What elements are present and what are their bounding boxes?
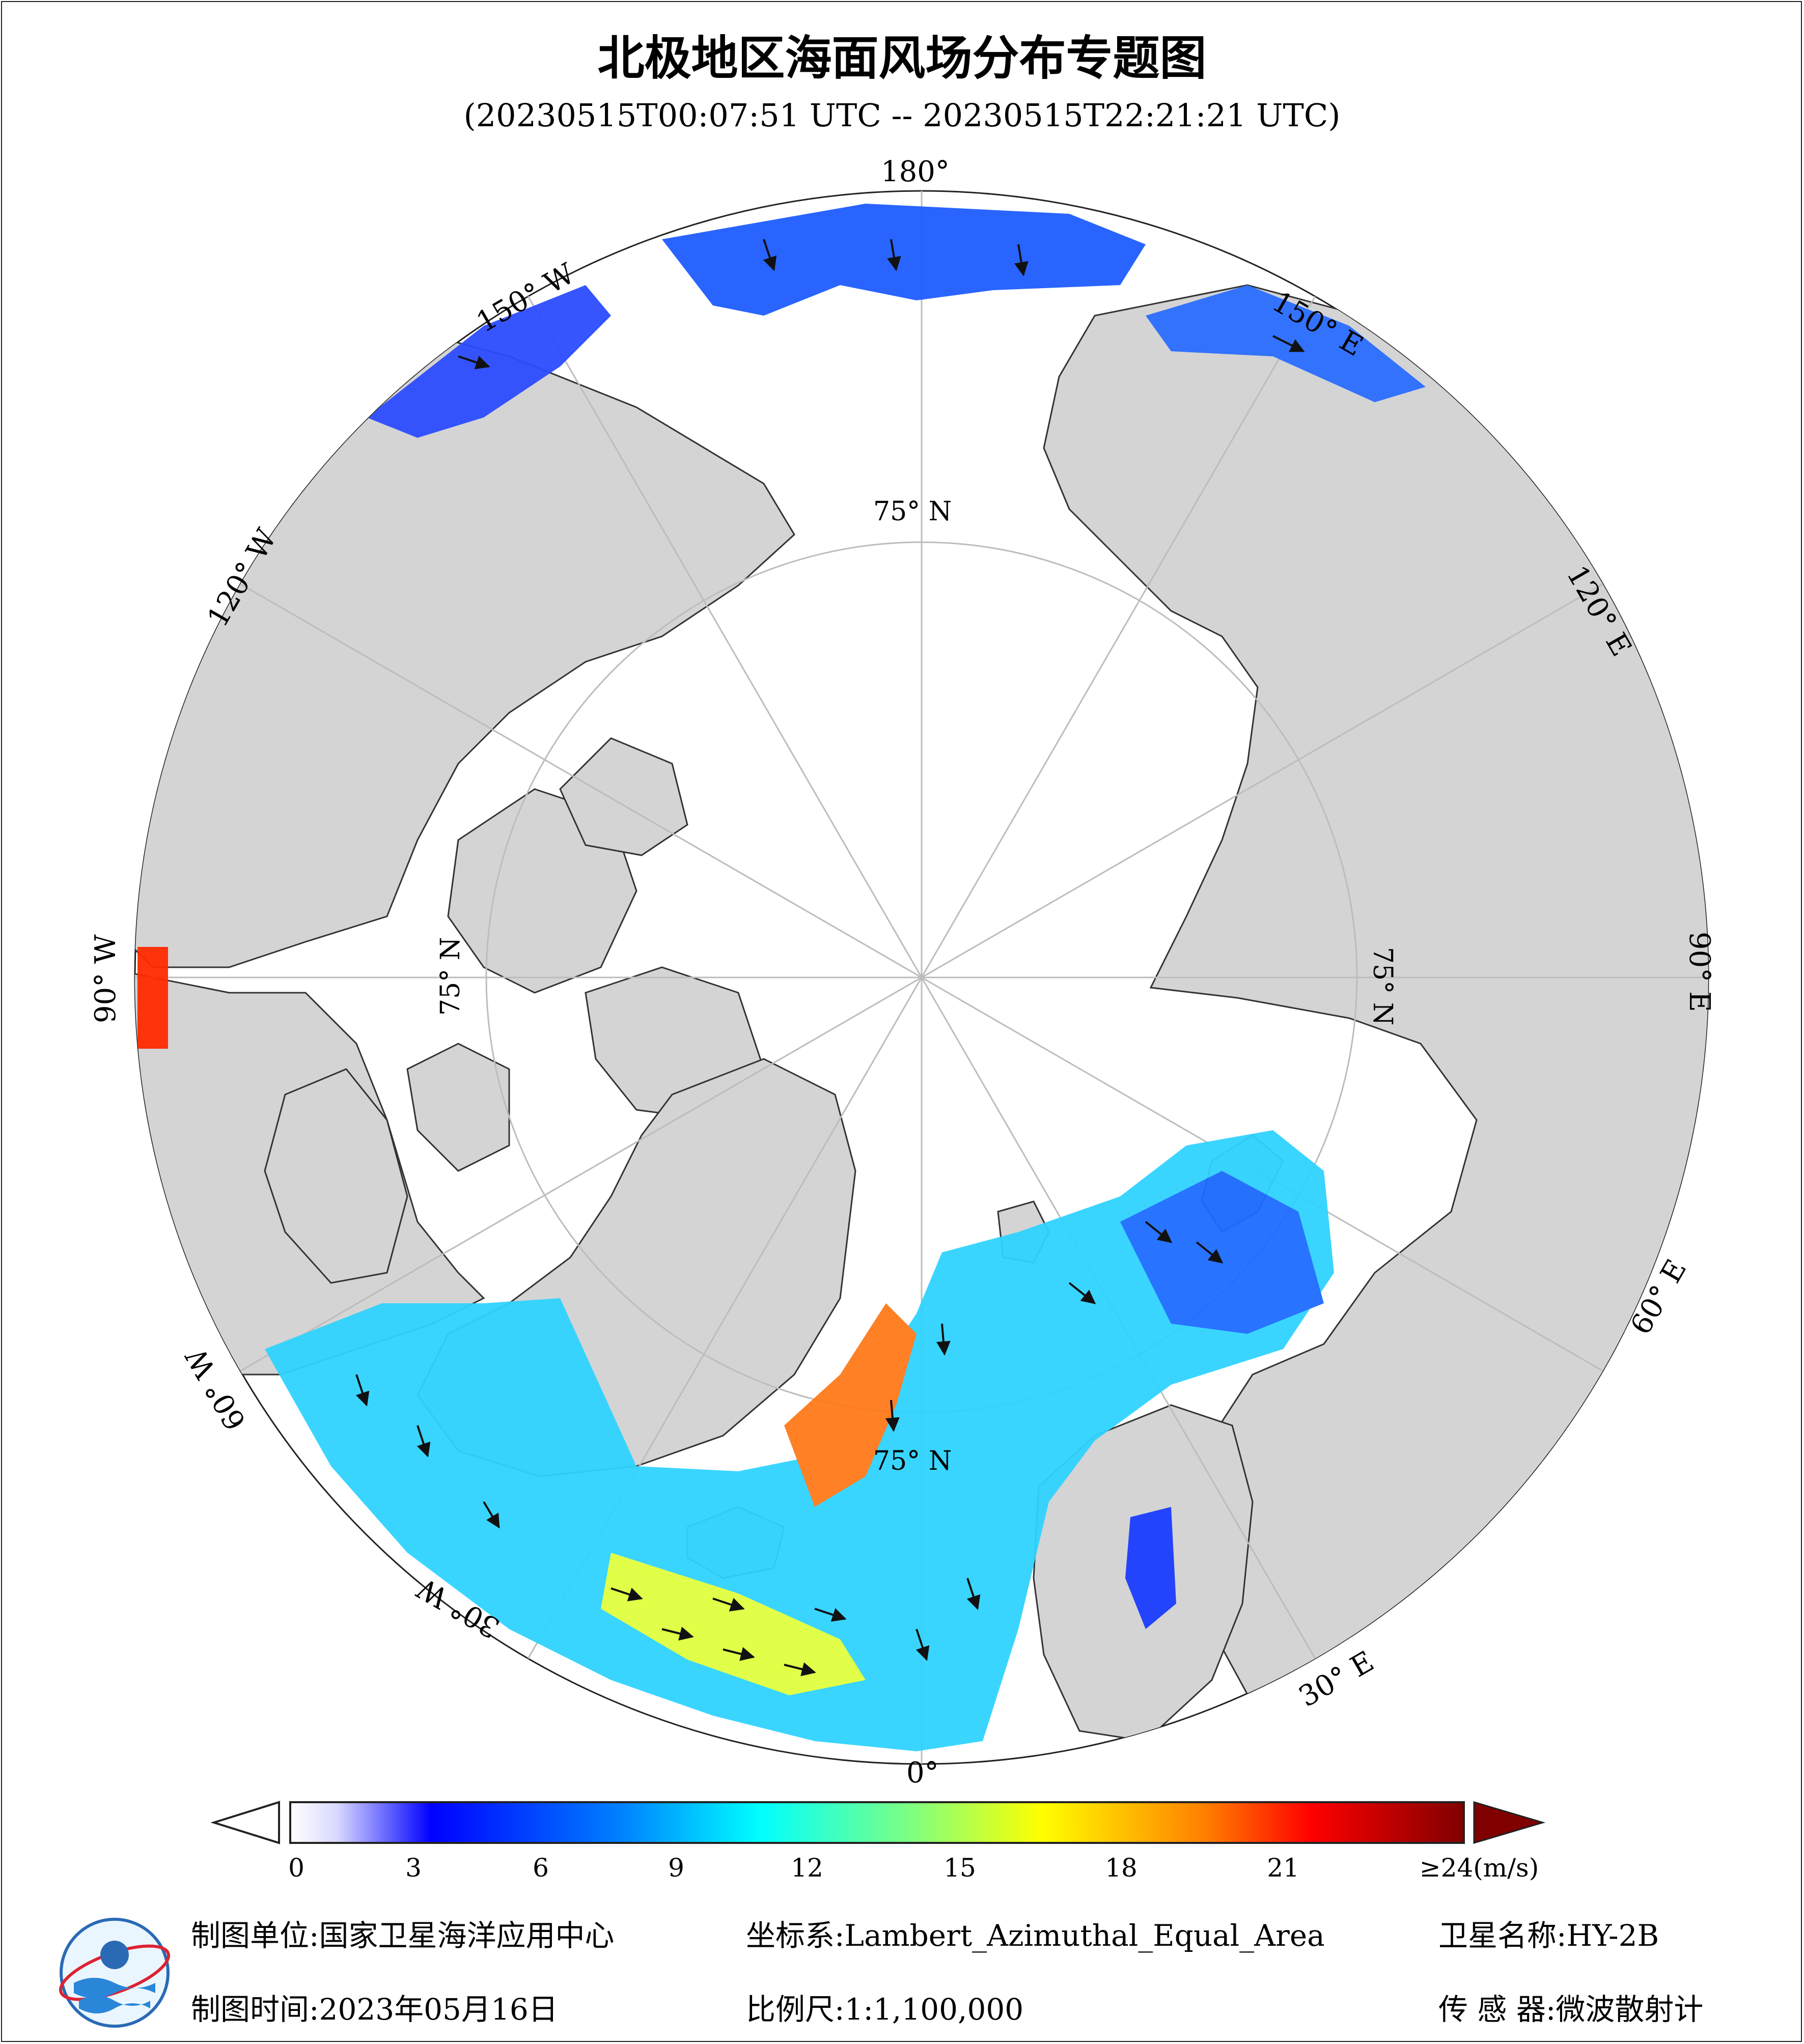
satellite-value: HY-2B — [1566, 1918, 1659, 1953]
wind-swath-kamchatka — [1146, 285, 1426, 402]
wind-swath-hudson-edge — [137, 947, 168, 1049]
colorbar-tick-12: 12 — [791, 1853, 823, 1883]
lat-label-top: 75° N — [873, 496, 952, 527]
satellite-row: 卫星名称:HY-2B — [1438, 1912, 1659, 1954]
scale-value: 1:1,100,000 — [844, 1992, 1024, 2027]
coord-value: Lambert_Azimuthal_Equal_Area — [844, 1918, 1325, 1953]
lon-label-90w: 90° W — [89, 934, 122, 1023]
wind-swaths — [137, 204, 1426, 1751]
nsoas-logo — [59, 1918, 171, 2028]
date-row: 制图时间:2023年05月16日 — [191, 1985, 558, 2028]
sensor-value: 微波散射计 — [1556, 1992, 1704, 2027]
wind-arrow — [483, 1501, 500, 1529]
wind-arrow — [784, 1662, 816, 1676]
wind-vectors — [355, 239, 1305, 1676]
colorbar-tick-3: 3 — [405, 1853, 422, 1883]
date-label: 制图时间: — [191, 1992, 319, 2027]
land-layer — [135, 284, 1708, 1743]
wind-arrow — [887, 239, 901, 271]
colorbar-tick-15: 15 — [943, 1853, 976, 1883]
sensor-label: 传 感 器: — [1438, 1992, 1556, 2027]
wind-arrow — [723, 1647, 755, 1661]
colorbar-under-triangle — [210, 1801, 280, 1844]
wind-arrow — [936, 1323, 951, 1356]
date-value: 2023年05月16日 — [319, 1992, 558, 2027]
wind-swath-north-atlantic — [265, 1130, 1334, 1751]
wind-swath-greenland-sea — [784, 1303, 917, 1507]
coord-label: 坐标系: — [746, 1918, 845, 1953]
wind-arrow — [355, 1374, 370, 1407]
scale-row: 比例尺:1:1,100,000 — [746, 1985, 1023, 2028]
wind-arrow — [814, 1608, 847, 1622]
lon-label-180: 180° — [881, 155, 950, 188]
wind-arrow — [966, 1578, 981, 1610]
lon-label-90e: 90° E — [1683, 932, 1716, 1012]
wind-arrow — [1014, 244, 1029, 276]
wind-arrow — [1272, 335, 1305, 352]
wind-arrow — [915, 1629, 930, 1661]
lat-label-bottom: 75° N — [873, 1446, 952, 1476]
map-title: 北极地区海面风场分布专题图 — [597, 31, 1207, 86]
wind-arrow — [1196, 1241, 1224, 1264]
lat-label-right: 75° N — [1367, 947, 1398, 1026]
colorbar — [210, 1801, 1546, 1844]
sensor-row: 传 感 器:微波散射计 — [1438, 1985, 1703, 2028]
scale-label: 比例尺: — [746, 1992, 845, 2027]
wind-arrow — [1068, 1282, 1096, 1304]
colorbar-tick-24: ≥24(m/s) — [1419, 1853, 1539, 1883]
wind-arrow — [712, 1598, 745, 1612]
coord-row: 坐标系:Lambert_Azimuthal_Equal_Area — [746, 1912, 1325, 1954]
wind-swath-baltic — [1125, 1507, 1176, 1629]
lat-label-left: 75° N — [435, 937, 466, 1016]
time-range-subtitle: (20230515T00:07:51 UTC -- 20230515T22:21… — [463, 97, 1341, 134]
wind-arrow — [1145, 1221, 1173, 1243]
lon-label-0: 0° — [906, 1756, 939, 1789]
producer-label: 制图单位: — [191, 1918, 319, 1953]
wind-arrow — [458, 355, 490, 370]
colorbar-gradient — [289, 1801, 1465, 1844]
satellite-label: 卫星名称: — [1438, 1918, 1567, 1953]
producer-value: 国家卫星海洋应用中心 — [319, 1918, 615, 1953]
wind-arrow — [763, 239, 777, 271]
wind-arrow — [661, 1627, 694, 1641]
colorbar-over-triangle — [1473, 1801, 1546, 1844]
wind-arrow — [885, 1399, 900, 1432]
producer-row: 制图单位:国家卫星海洋应用中心 — [191, 1912, 615, 1954]
colorbar-tick-9: 9 — [668, 1853, 684, 1883]
colorbar-tick-6: 6 — [533, 1853, 549, 1883]
colorbar-tick-0: 0 — [288, 1853, 304, 1883]
wind-arrow — [417, 1425, 431, 1458]
wind-arrow — [610, 1587, 643, 1602]
wind-swath-bering — [662, 204, 1146, 316]
colorbar-tick-18: 18 — [1105, 1853, 1137, 1883]
wind-swath-strong-band — [601, 1553, 866, 1695]
colorbar-tick-21: 21 — [1267, 1853, 1299, 1883]
